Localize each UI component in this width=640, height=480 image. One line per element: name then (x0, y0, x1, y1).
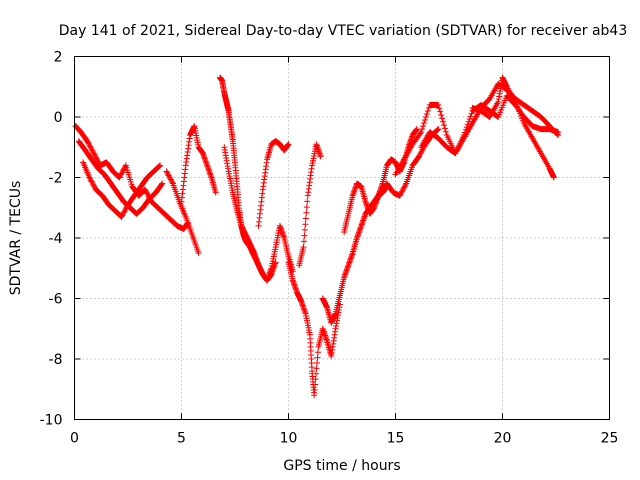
x-axis-label: GPS time / hours (283, 458, 400, 474)
x-tick-label: 25 (601, 431, 619, 447)
point-markers (469, 74, 557, 181)
series-arc-7 (221, 144, 296, 284)
y-axis-label: SDTVAR / TECUs (8, 181, 24, 296)
series-arc-9 (285, 259, 343, 399)
point-markers (255, 138, 292, 229)
x-tick-label: 10 (280, 431, 298, 447)
chart-title: Day 141 of 2021, Sidereal Day-to-day VTE… (59, 23, 628, 39)
y-tick-label: -4 (49, 231, 63, 247)
series-arc-10 (296, 141, 324, 269)
point-markers (221, 144, 296, 284)
x-tick-label: 20 (494, 431, 512, 447)
point-markers (392, 92, 562, 178)
point-markers (80, 159, 164, 220)
x-tick-label: 15 (387, 431, 405, 447)
x-tick-label: 5 (177, 431, 186, 447)
point-markers (296, 141, 324, 269)
y-tick-label: -6 (49, 292, 63, 308)
y-tick-label: 0 (54, 110, 63, 126)
series-arc-5 (178, 123, 219, 205)
series-arc-14 (392, 92, 562, 178)
series-arc-1 (72, 123, 191, 232)
series-arc-4 (163, 168, 202, 257)
point-markers (163, 168, 202, 257)
series-arc-3 (75, 138, 166, 217)
gridlines (74, 56, 610, 420)
series-arc-16 (469, 74, 557, 181)
series-arc-8 (255, 138, 292, 229)
y-tick-label: -10 (40, 413, 63, 429)
y-tick-label: -8 (49, 352, 63, 368)
point-markers (75, 138, 166, 217)
point-markers (178, 123, 219, 205)
data-points (72, 74, 562, 399)
point-markers (285, 259, 343, 399)
x-tick-label: 0 (70, 431, 79, 447)
y-tick-label: -2 (49, 171, 63, 187)
series-arc-2 (80, 159, 164, 220)
y-tick-label: 2 (54, 50, 63, 66)
point-markers (72, 123, 191, 232)
